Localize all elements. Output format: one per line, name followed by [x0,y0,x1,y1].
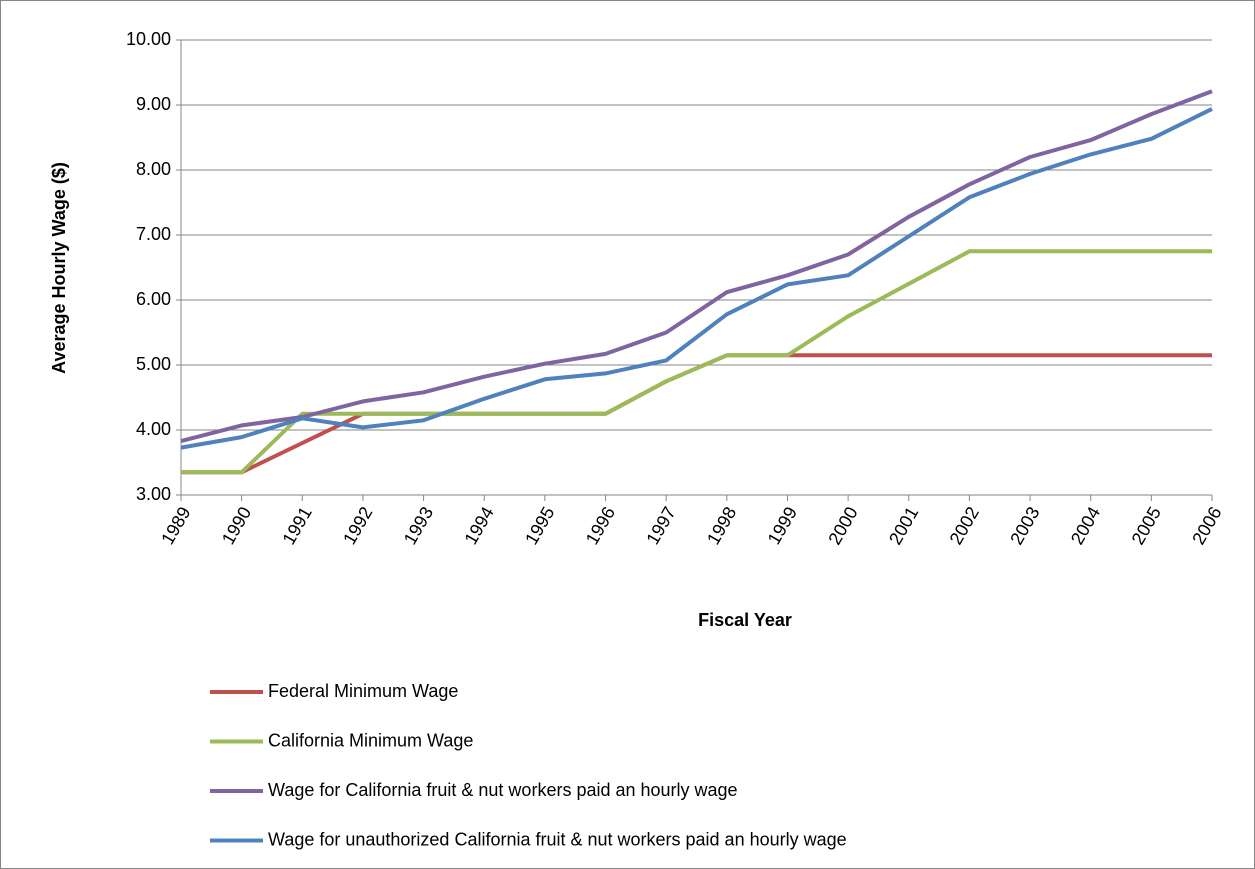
legend-label: Wage for California fruit & nut workers … [268,780,738,800]
y-tick-label: 4.00 [136,419,171,439]
y-tick-label: 9.00 [136,94,171,114]
y-tick-label: 5.00 [136,354,171,374]
y-tick-label: 6.00 [136,289,171,309]
series-line [180,89,1213,444]
y-tick-label: 10.00 [126,29,171,49]
y-tick-label: 8.00 [136,159,171,179]
series-line [181,249,1212,475]
y-tick-label: 3.00 [136,484,171,504]
legend-label: California Minimum Wage [268,730,473,750]
y-axis-title: Average Hourly Wage ($) [49,162,69,374]
series-line [180,107,1213,450]
y-tick-label: 7.00 [136,224,171,244]
x-axis-title: Fiscal Year [698,610,792,630]
legend-label: Wage for unauthorized California fruit &… [268,829,847,849]
legend-label: Federal Minimum Wage [268,681,458,701]
